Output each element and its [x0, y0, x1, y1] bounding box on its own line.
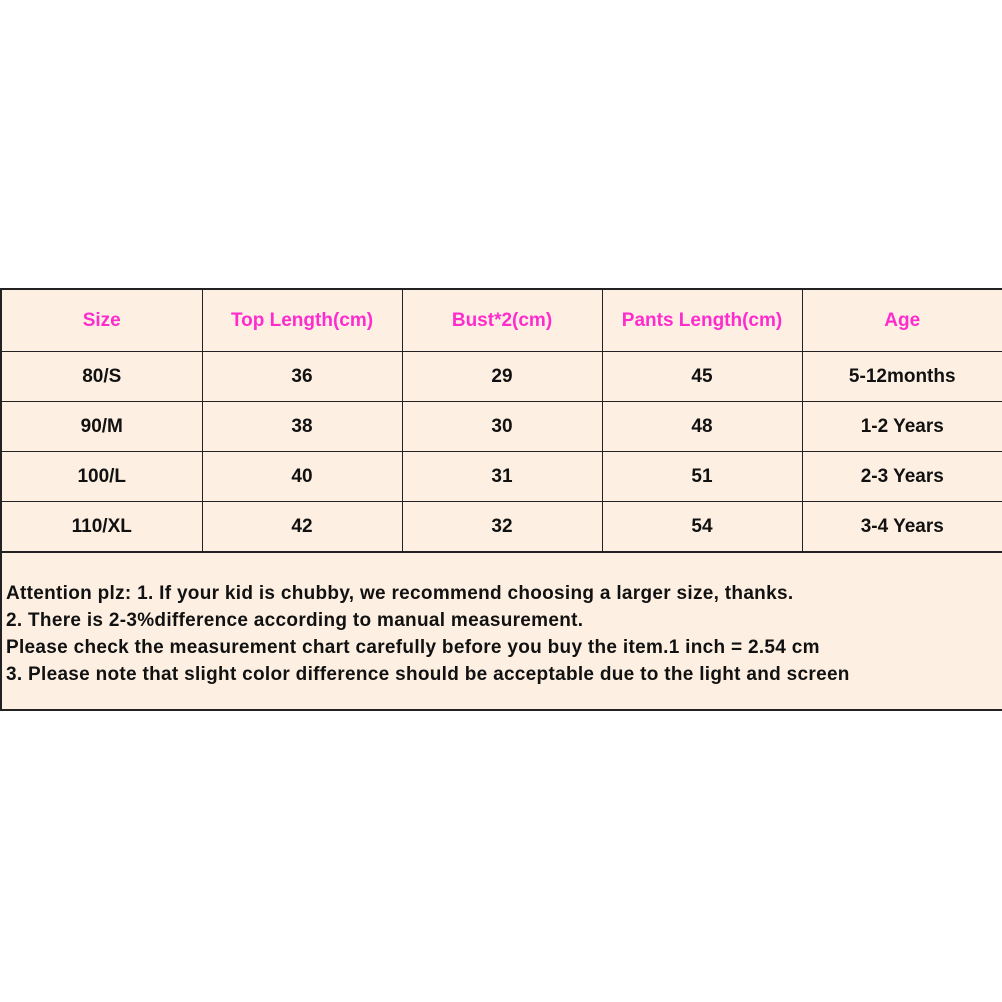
table-row: 100/L 40 31 51 2-3 Years [2, 451, 1002, 502]
cell-top-length: 38 [201, 401, 403, 452]
cell-pants-length: 45 [601, 351, 803, 402]
table-row: 80/S 36 29 45 5-12months [2, 351, 1002, 402]
cell-bust: 30 [401, 401, 603, 452]
note-line: 2. There is 2-3%difference according to … [6, 610, 584, 631]
cell-pants-length: 54 [601, 501, 803, 552]
cell-bust: 32 [401, 501, 603, 552]
cell-size: 80/S [2, 351, 203, 402]
cell-pants-length: 48 [601, 401, 803, 452]
cell-size: 90/M [2, 401, 203, 452]
note-line: Please check the measurement chart caref… [6, 637, 820, 658]
cell-bust: 29 [401, 351, 603, 402]
header-row: Size Top Length(cm) Bust*2(cm) Pants Len… [2, 290, 1002, 352]
cell-top-length: 36 [201, 351, 403, 402]
cell-top-length: 42 [201, 501, 403, 552]
notes-section: Attention plz: 1. If your kid is chubby,… [2, 552, 1002, 709]
header-age: Age [801, 290, 1002, 352]
cell-age: 5-12months [801, 351, 1002, 402]
size-table: Size Top Length(cm) Bust*2(cm) Pants Len… [2, 290, 1002, 552]
header-top-length: Top Length(cm) [201, 290, 403, 352]
cell-bust: 31 [401, 451, 603, 502]
cell-age: 2-3 Years [801, 451, 1002, 502]
note-line: 3. Please note that slight color differe… [6, 664, 850, 685]
cell-top-length: 40 [201, 451, 403, 502]
cell-pants-length: 51 [601, 451, 803, 502]
table-row: 110/XL 42 32 54 3-4 Years [2, 501, 1002, 552]
cell-size: 110/XL [2, 501, 203, 552]
header-bust: Bust*2(cm) [401, 290, 603, 352]
table-row: 90/M 38 30 48 1-2 Years [2, 401, 1002, 452]
header-size: Size [2, 290, 203, 352]
cell-size: 100/L [2, 451, 203, 502]
cell-age: 1-2 Years [801, 401, 1002, 452]
size-chart: Size Top Length(cm) Bust*2(cm) Pants Len… [0, 288, 1002, 711]
header-pants-length: Pants Length(cm) [601, 290, 803, 352]
note-line: Attention plz: 1. If your kid is chubby,… [6, 583, 794, 604]
cell-age: 3-4 Years [801, 501, 1002, 552]
